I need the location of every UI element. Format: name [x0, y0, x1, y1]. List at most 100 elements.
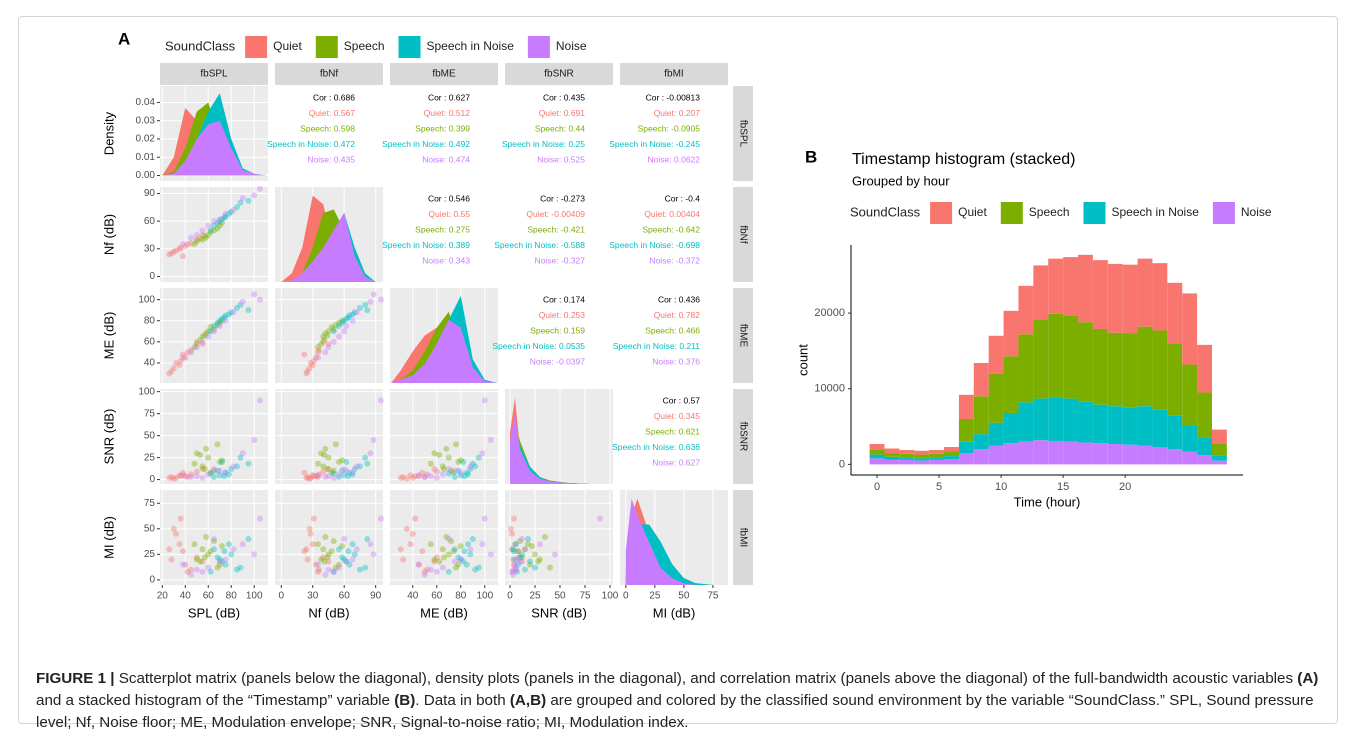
- strip-label: fbMI: [664, 69, 683, 80]
- histogram-bar: [988, 422, 1004, 446]
- scatter-point: [199, 227, 206, 234]
- histogram-bar: [1182, 293, 1198, 365]
- scatter-point: [199, 474, 206, 481]
- scatter-point: [455, 467, 462, 474]
- histogram-bar: [958, 394, 974, 420]
- scatter-point: [330, 474, 337, 481]
- histogram-bar: [973, 363, 989, 397]
- scatter-point: [170, 475, 177, 482]
- histogram-bar: [944, 451, 959, 457]
- scatter-point: [202, 330, 209, 337]
- histogram-bar: [944, 459, 959, 465]
- histogram-bar: [899, 459, 915, 465]
- scatter-point: [237, 454, 244, 461]
- scatter-point: [322, 330, 329, 337]
- scatter-point: [211, 328, 217, 335]
- scatter-point: [517, 538, 523, 545]
- scatter-point: [431, 450, 438, 457]
- scatter-point: [465, 541, 471, 548]
- scatter-point: [219, 317, 226, 324]
- histogram-bar: [988, 335, 1004, 374]
- scatter-point: [349, 541, 356, 548]
- correlation-text: Cor : -0.00813: [646, 92, 701, 102]
- scatter-point: [335, 564, 342, 571]
- scatter-point: [362, 454, 369, 461]
- x-tick-label: 30: [307, 591, 319, 602]
- scatter-point: [469, 536, 476, 543]
- caption-text: Scatterplot matrix (panels below the dia…: [114, 670, 1298, 687]
- histogram-bar: [1078, 322, 1093, 402]
- scatter-point: [307, 474, 314, 481]
- correlation-text: Speech: -0.421: [527, 224, 585, 234]
- scatter-point: [332, 321, 339, 328]
- histogram-bar: [958, 419, 974, 442]
- histogram-bar: [1018, 441, 1034, 465]
- histogram-bar: [1063, 441, 1079, 465]
- scatter-point: [367, 541, 374, 548]
- legend-key: [1212, 202, 1235, 224]
- scatter-point: [463, 469, 470, 476]
- correlation-text: Cor : -0.4: [665, 193, 701, 203]
- histogram-bar: [1018, 402, 1034, 442]
- scatter-point: [301, 469, 308, 476]
- scatter-point: [328, 469, 335, 476]
- scatter-point: [439, 463, 446, 470]
- scatter-point: [519, 551, 525, 558]
- scatter-point: [182, 473, 189, 480]
- legend-label: Speech in Noise: [427, 39, 515, 53]
- scatter-point: [427, 541, 434, 548]
- scatter-point: [509, 530, 515, 537]
- correlation-text: Cor : 0.627: [428, 92, 470, 102]
- scatter-point: [168, 473, 175, 480]
- scatter-point: [251, 291, 258, 298]
- scatter-point: [325, 340, 332, 347]
- scatter-point: [463, 561, 470, 568]
- scatter-point: [457, 469, 464, 476]
- scatter-point: [202, 234, 209, 241]
- strip: [620, 63, 728, 85]
- strip-label: fbNf: [320, 69, 339, 80]
- correlation-text: Quiet: 0.691: [539, 108, 586, 118]
- scatter-point: [251, 437, 258, 444]
- scatter-point: [193, 566, 200, 573]
- histogram-bar: [1092, 328, 1108, 405]
- scatter-point: [519, 554, 525, 561]
- scatter-point: [439, 471, 446, 478]
- scatter-point: [197, 558, 204, 565]
- scatter-point: [349, 469, 356, 476]
- scatter-point: [537, 556, 543, 563]
- scatter-point: [403, 525, 410, 532]
- scatter-point: [184, 473, 191, 480]
- correlation-text: Noise: 0.474: [422, 154, 470, 164]
- scatter-point: [310, 357, 317, 364]
- x-tick-label: 50: [554, 591, 566, 602]
- correlation-text: Quiet: 0.345: [654, 411, 701, 421]
- scatter-point: [205, 551, 212, 558]
- scatter-point: [312, 561, 319, 568]
- strip-label: fbME: [737, 324, 748, 348]
- strip: [733, 490, 753, 585]
- scatter-point: [202, 533, 209, 540]
- scatter-point: [325, 566, 332, 573]
- scatter-point: [225, 311, 232, 318]
- scatter-point: [239, 541, 246, 548]
- scatter-point: [182, 561, 189, 568]
- x-axis-title: SNR (dB): [531, 605, 587, 620]
- density-area: [281, 212, 376, 282]
- y-tick-label: 10000: [814, 383, 845, 395]
- correlation-text: Speech: 0.44: [535, 123, 585, 133]
- legend-label: Speech: [344, 39, 385, 53]
- scatter-point: [214, 554, 221, 561]
- histogram-bar: [914, 458, 930, 461]
- histogram-bar: [1078, 401, 1093, 443]
- scatter-point: [481, 397, 488, 404]
- scatter-point: [228, 208, 235, 215]
- histogram-bar: [1197, 344, 1212, 393]
- y-tick-label: 0: [839, 458, 845, 470]
- scatter-point: [532, 551, 538, 558]
- scatter-point: [370, 551, 377, 558]
- scatter-point: [322, 445, 329, 452]
- panel-background: [390, 389, 498, 484]
- caption-bold: (A): [1297, 670, 1319, 687]
- scatter-point: [529, 543, 535, 550]
